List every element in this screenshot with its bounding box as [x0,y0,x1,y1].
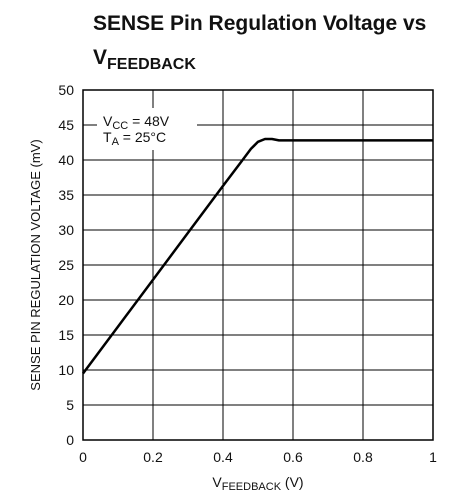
y-tick-label: 45 [58,117,74,133]
chart-title: SENSE Pin Regulation Voltage vs [93,12,426,35]
y-tick-label: 40 [58,152,74,168]
x-tick-label: 0.4 [213,449,233,465]
annotation: VCC = 48V [103,113,170,132]
x-tick-label: 0.6 [283,449,303,465]
annotation-symbol: V [103,113,113,129]
y-axis-label: SENSE PIN REGULATION VOLTAGE (mV) [28,139,43,390]
data-line [81,137,433,375]
y-tick-label: 35 [58,187,74,203]
annotation-subscript: A [112,136,120,148]
y-tick-label: 50 [58,82,74,98]
annotation-subscript: CC [112,120,128,132]
y-tick-label: 10 [58,362,74,378]
annotation: TA = 25°C [103,129,166,148]
plot-frame [82,89,434,441]
y-tick-label: 0 [66,432,74,448]
x-axis-label: VFEEDBACK (V) [212,474,303,493]
chart-title-symbol: VFEEDBACK [93,46,196,73]
y-tick-label: 5 [66,397,74,413]
x-tick-label: 0.8 [353,449,373,465]
y-tick-label: 20 [58,292,74,308]
x-tick-label: 0 [79,449,87,465]
y-tick-label: 30 [58,222,74,238]
y-tick-label: 25 [58,257,74,273]
x-tick-label: 0.2 [143,449,163,465]
annotation-symbol: T [103,129,112,145]
annotation-text: = 48V [128,113,170,129]
x-tick-label: 1 [429,449,437,465]
annotation-text: = 25°C [119,129,166,145]
annotation-box [97,108,197,150]
y-tick-label: 15 [58,327,74,343]
